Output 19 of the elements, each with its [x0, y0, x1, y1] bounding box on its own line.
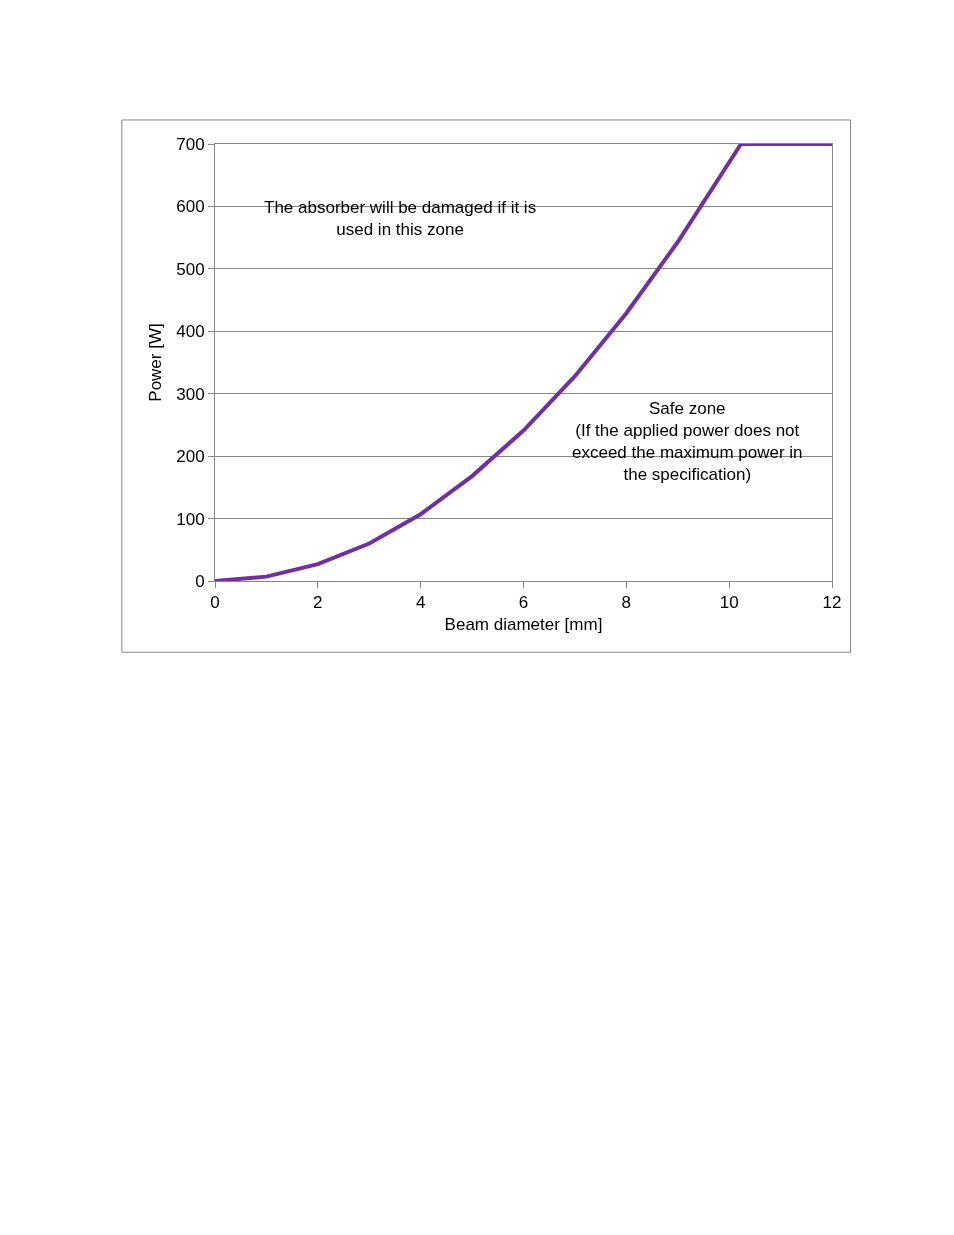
y-tick-label: 700: [176, 134, 205, 154]
x-tick-label: 10: [719, 593, 739, 613]
x-tick-label: 8: [621, 593, 632, 613]
y-tick-label: 300: [176, 384, 205, 404]
y-tick-label: 500: [176, 259, 205, 279]
y-tick-label: 0: [195, 571, 205, 591]
y-tick-label: 100: [176, 509, 205, 529]
x-tick-label: 0: [210, 593, 220, 613]
y-tick-label: 200: [176, 447, 205, 467]
x-axis-title: Beam diameter [mm]: [444, 614, 603, 634]
y-tick-label: 600: [176, 197, 205, 217]
x-tick-label: 4: [415, 593, 426, 613]
y-tick-label: 400: [176, 322, 205, 342]
annotation: Safe zone (If the applied power does not exceed the maximum power in the specification): [572, 399, 803, 485]
x-tick-label: 6: [518, 593, 529, 613]
x-tick-label: 12: [822, 593, 842, 613]
y-axis-title: Power [W]: [145, 323, 165, 402]
x-tick-label: 2: [313, 593, 323, 613]
annotation: The absorber will be damaged if it is used in this zone: [264, 198, 537, 240]
